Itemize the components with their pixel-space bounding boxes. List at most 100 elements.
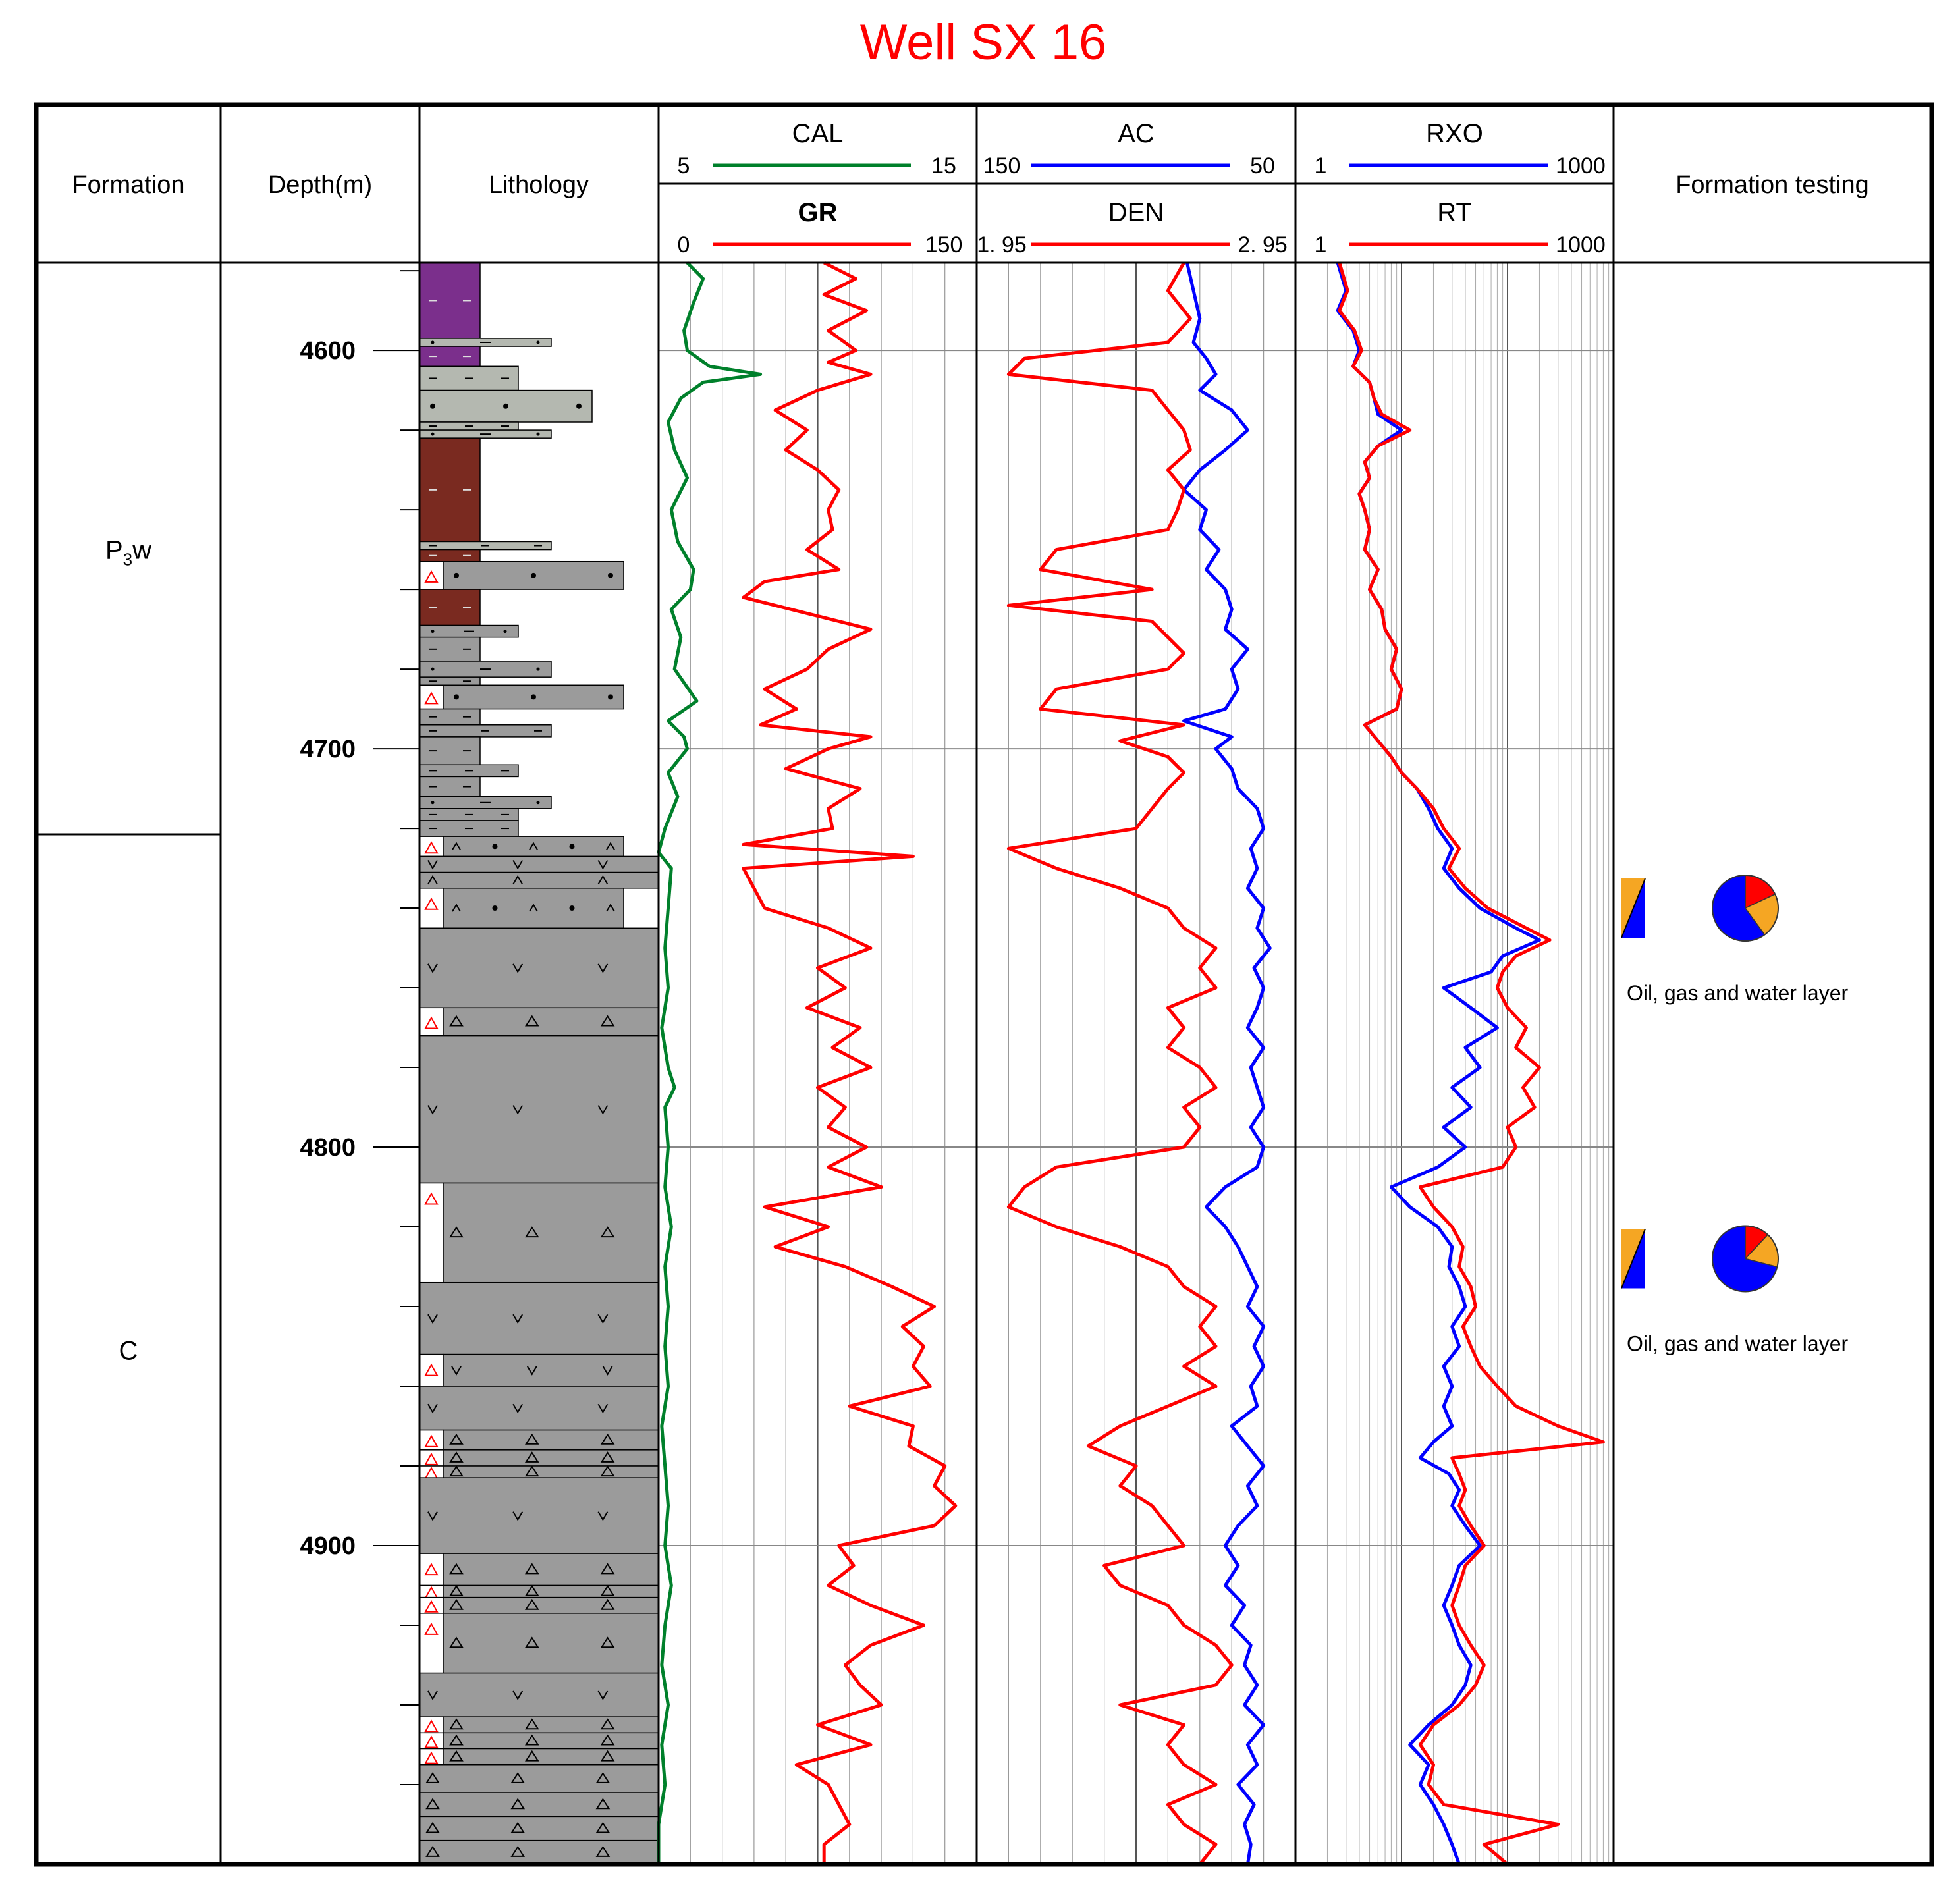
- lithology-marker-cell: [419, 684, 444, 710]
- lithology-bed: [419, 338, 552, 347]
- lithology-pattern-triangle: [524, 1598, 539, 1610]
- formation-symbol: P: [105, 536, 123, 565]
- lithology-bed: [419, 1035, 659, 1184]
- lithology-bed: [419, 1839, 659, 1865]
- lithology-fill: [419, 262, 481, 339]
- lithology-fill: [419, 549, 481, 562]
- lithology-pattern-vee: [427, 860, 438, 870]
- lithology-bed: [419, 684, 624, 710]
- lithology-pattern-triangle: [449, 1226, 464, 1238]
- curve-rt: [1338, 262, 1605, 1866]
- lithology-pattern-vee: [512, 1105, 524, 1115]
- lithology-pattern-dot: [536, 801, 540, 805]
- lithology-bed: [419, 1672, 659, 1717]
- lithology-marker-cell: [419, 1449, 444, 1467]
- lithology-pattern-triangle: [449, 1433, 464, 1445]
- lithology-pattern-triangle: [595, 1846, 611, 1857]
- lithology-fill: [419, 1764, 659, 1793]
- lithology-bed: [419, 724, 552, 738]
- lithology-fill: [443, 1553, 659, 1586]
- lithology-pattern-triangle: [449, 1734, 464, 1746]
- pie-outline: [1712, 1225, 1779, 1293]
- lithology-pattern-triangle: [600, 1734, 615, 1746]
- lithology-marker-cell: [419, 1182, 444, 1283]
- lithology-marker-cell: [419, 1007, 444, 1037]
- depth-label: 4600: [300, 337, 356, 365]
- lithology-pattern-triangle: [510, 1846, 526, 1857]
- lithology-pattern-vee: [512, 1511, 524, 1521]
- lithology-pattern-triangle: [600, 1598, 615, 1610]
- lithology-pattern-dot: [536, 340, 540, 344]
- lithology-bed: [419, 1792, 659, 1818]
- lithology-pattern-triangle: [449, 1563, 464, 1575]
- lithology-pattern-dot: [608, 572, 613, 578]
- lithology-pattern-triangle: [425, 1821, 440, 1833]
- lithology-pattern-vee: [427, 1314, 438, 1324]
- lithology-marker-cell: [419, 560, 444, 590]
- lithology-marker-cell: [419, 1732, 444, 1750]
- depth-label: 4900: [300, 1532, 356, 1560]
- lithology-bed: [419, 549, 481, 562]
- lithology-bed: [419, 808, 519, 821]
- lithology-fill: [419, 1386, 659, 1431]
- lithology-pattern-triangle: [600, 1584, 615, 1596]
- chart-title: Well SX 16: [860, 14, 1107, 70]
- depth-label: 4700: [300, 736, 356, 763]
- lithology-fill: [419, 736, 481, 766]
- lithology-marker-icon: [424, 841, 439, 854]
- lithology-fill: [443, 1596, 659, 1614]
- formation-subscript: 3: [123, 550, 132, 570]
- lithology-fill: [419, 855, 659, 873]
- lithology-bed: [419, 1584, 659, 1599]
- lithology-pattern-vee: [597, 1690, 609, 1700]
- lithology-pattern-caret: [512, 875, 524, 885]
- lithology-fill: [443, 1748, 659, 1766]
- lithology-pattern-triangle: [600, 1226, 615, 1238]
- lithology-bed: [419, 1449, 659, 1467]
- lithology-pattern-vee: [512, 1314, 524, 1324]
- lithology-pattern-vee: [597, 1511, 609, 1521]
- lithology-pattern-caret: [427, 875, 438, 885]
- lithology-pattern-dot: [536, 432, 540, 436]
- lithology-pattern-dot: [536, 667, 540, 671]
- lithology-bed: [419, 541, 552, 551]
- lithology-pattern-triangle: [425, 1772, 440, 1783]
- curve-name-rt: RT: [1437, 198, 1472, 227]
- curve-name-rxo: RXO: [1426, 119, 1483, 148]
- lithology-bed: [419, 1596, 659, 1614]
- lithology-marker-icon: [424, 897, 439, 910]
- lithology-bed: [419, 1764, 659, 1793]
- curve-rxo: [1336, 262, 1541, 1865]
- lithology-bed: [419, 1613, 659, 1674]
- lithology-pattern-vee: [597, 1105, 609, 1115]
- lithology-pattern-triangle: [524, 1718, 539, 1730]
- lithology-bed: [419, 1182, 659, 1283]
- lithology-pattern-caret: [529, 842, 538, 850]
- depth-axis: 4600 4700 4800 4900: [300, 270, 420, 1865]
- lithology-fill: [419, 1477, 659, 1554]
- lithology-pattern-dot: [531, 694, 536, 700]
- lithology-bed: [419, 365, 519, 391]
- lithology-bed: [419, 888, 624, 929]
- lithology-pattern-dot: [431, 432, 435, 436]
- lithology-fill: [419, 1839, 659, 1865]
- lithology-pattern-triangle: [600, 1015, 615, 1027]
- lithology-pattern-dot: [431, 630, 435, 634]
- lithology-marker-icon: [424, 1192, 439, 1205]
- test-flag-divider: [1621, 878, 1646, 938]
- lithology-marker-icon: [424, 1452, 439, 1465]
- formation-test: Oil, gas and water layer: [1621, 875, 1849, 1005]
- lithology-pattern-dot: [430, 403, 435, 409]
- lithology-fill: [443, 1465, 659, 1478]
- lithology-fill: [443, 1732, 659, 1750]
- lithology-pattern-triangle: [600, 1451, 615, 1463]
- lithology-pattern-triangle: [600, 1465, 615, 1477]
- formation-label: C: [119, 1337, 138, 1366]
- lithology-fill: [443, 1716, 659, 1734]
- curve-den: [1006, 261, 1234, 1866]
- lithology-pattern-vee: [597, 1314, 609, 1324]
- lithology-pattern-triangle: [524, 1750, 539, 1762]
- lithology-fill: [419, 1281, 659, 1355]
- lithology-fill: [443, 836, 624, 857]
- lithology-marker-icon: [424, 1016, 439, 1029]
